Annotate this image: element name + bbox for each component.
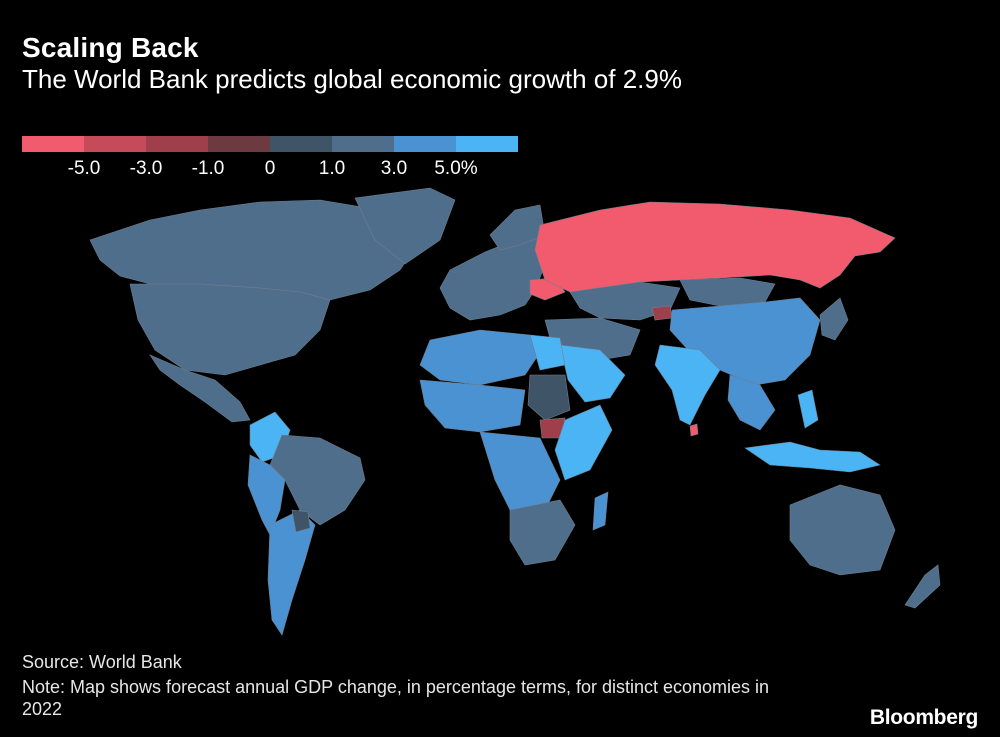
region-indonesia [744,441,881,473]
region-greenland [354,187,456,265]
region-mongolia [679,277,776,307]
region-southern-africa [509,499,576,566]
region-kyrgyzstan [651,305,673,321]
legend-swatch [208,136,270,152]
region-new-zealand [904,564,941,609]
region-saudi-arabia [559,344,626,403]
region-sri-lanka [689,423,699,437]
legend-swatch [270,136,332,152]
region-west-africa [419,379,526,433]
chart-subtitle: The World Bank predicts global economic … [22,64,682,94]
region-india [654,344,721,426]
legend-tick-label: -5.0 [67,158,101,179]
methodology-note: Note: Map shows forecast annual GDP chan… [22,677,770,719]
legend-tick-label: 1.0 [318,158,346,179]
world-map [89,187,941,636]
region-egypt [529,334,566,371]
region-mexico [149,354,251,423]
chart-title: Scaling Back [22,32,199,63]
region-japan-korea [819,297,849,341]
region-russia [534,201,896,293]
legend-swatch [84,136,146,152]
region-australia [789,484,896,576]
legend-tick-label: 3.0 [380,158,408,179]
bloomberg-logo: Bloomberg [869,706,978,729]
source-note: Source: World Bank [22,652,182,672]
color-legend: -5.0 -3.0 -1.0 0 1.0 3.0 5.0% [22,136,518,186]
legend-swatch [332,136,394,152]
legend-tick-label: -3.0 [129,158,163,179]
region-united-states [129,283,331,376]
legend-tick-label: 5.0% [434,158,478,179]
region-canada [89,199,421,301]
region-southeast-asia [727,374,776,431]
legend-swatch [146,136,208,152]
region-central-africa [479,431,561,511]
region-paraguay [291,509,311,533]
legend-swatch [394,136,456,152]
legend-swatch [456,136,518,152]
region-madagascar [592,491,609,531]
region-east-africa [554,404,613,481]
legend-tick-label: -1.0 [191,158,225,179]
legend-color-bar [22,136,518,152]
legend-swatch [22,136,84,152]
region-north-africa [419,329,546,386]
region-sudan [527,374,571,421]
region-philippines [797,389,819,429]
legend-tick-label: 0 [264,158,276,179]
region-europe [439,234,546,321]
